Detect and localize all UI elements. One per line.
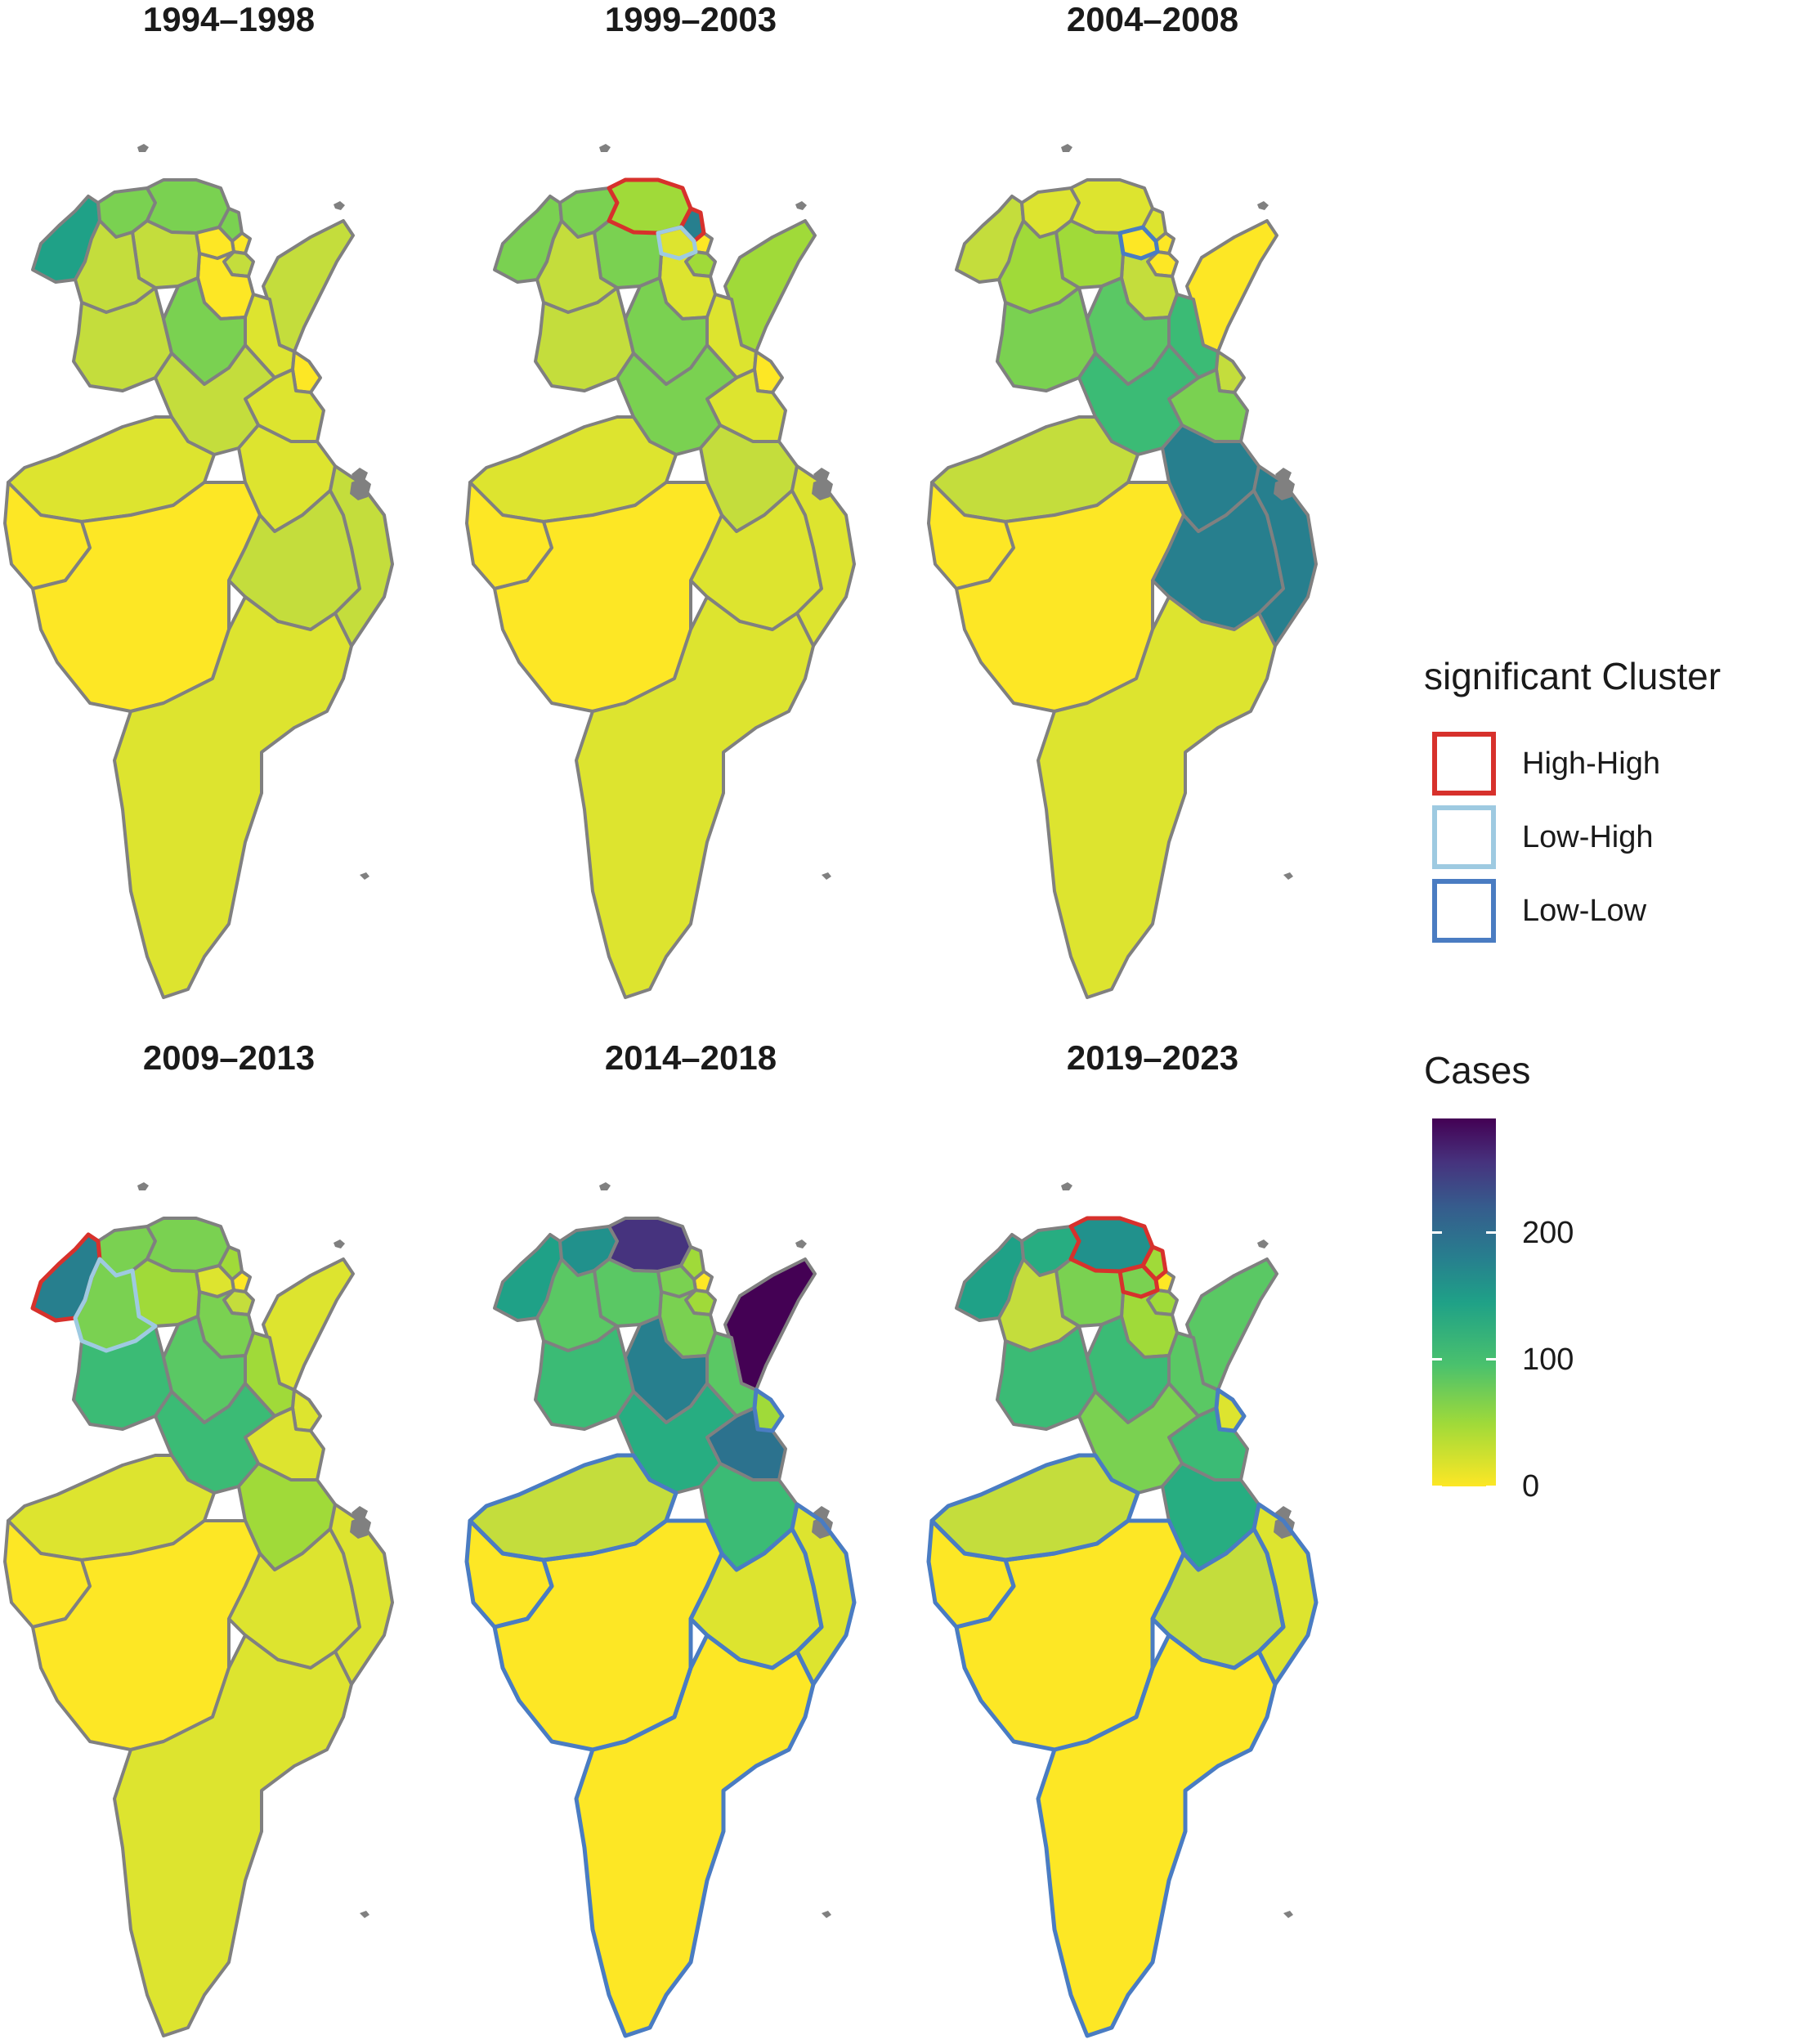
colorbar-tick-mark <box>1486 1231 1496 1235</box>
island-shape <box>351 468 368 482</box>
colorbar-tick-label: 0 <box>1522 1469 1540 1504</box>
legend-key-low-high <box>1432 805 1496 869</box>
cluster-outline-kef <box>73 1257 158 1353</box>
island-shape <box>351 1506 368 1521</box>
island-shape <box>350 477 371 500</box>
island-shape <box>822 872 831 880</box>
panel-title: 2014–2018 <box>604 1038 777 1077</box>
cluster-outline-bizerte <box>607 177 693 235</box>
legend-label-low-high: Low-High <box>1522 820 1654 854</box>
map-panel-2019-2023: 2019–2023 <box>924 1038 1381 2038</box>
island-shape <box>795 1239 807 1248</box>
map-panel-1999-2003: 1999–2003 <box>462 0 920 999</box>
colorbar-tick-mark <box>1432 1485 1442 1488</box>
cluster-outline-manouba <box>1117 1263 1160 1299</box>
map-panel-2004-2008: 2004–2008 <box>924 0 1381 999</box>
tunisia-map <box>3 144 394 999</box>
island-shape <box>1061 144 1072 152</box>
legend-label-high-high: High-High <box>1522 746 1660 781</box>
panel-title: 2004–2008 <box>1066 0 1239 38</box>
island-shape <box>137 1182 149 1190</box>
panel-title: 2019–2023 <box>1066 1038 1239 1077</box>
colorbar-tick-mark <box>1486 1485 1496 1488</box>
colorbar-tick-mark <box>1432 1231 1442 1235</box>
panel-title: 1994–1998 <box>142 0 316 38</box>
tunisia-map <box>3 1182 394 2037</box>
panel-title: 2009–2013 <box>142 1038 316 1077</box>
island-shape <box>334 201 345 210</box>
cluster-outline-tataouine <box>1036 1633 1278 2038</box>
island-shape <box>137 144 149 152</box>
island-shape <box>1257 201 1269 210</box>
governorate-tataouine <box>1037 595 1277 999</box>
island-shape <box>360 1911 369 1918</box>
colorbar-tick-mark <box>1486 1358 1496 1361</box>
legend-key-high-high <box>1432 732 1496 796</box>
tunisia-map <box>926 1182 1319 2038</box>
island-shape <box>1274 477 1295 500</box>
colorbar-tick-mark <box>1432 1358 1442 1361</box>
island-shape <box>1061 1182 1072 1190</box>
cluster-outline-manouba <box>1117 225 1160 261</box>
island-shape <box>1283 872 1293 880</box>
cluster-outline-manouba <box>656 225 698 261</box>
island-shape <box>1283 1911 1293 1918</box>
island-shape <box>599 1182 611 1190</box>
map-panel-2014-2018: 2014–2018 <box>462 1038 920 2038</box>
cluster-legend-title: significant Cluster <box>1424 655 1722 697</box>
map-panel-1994-1998: 1994–1998 <box>0 0 458 999</box>
cluster-outline-tataouine <box>574 1633 816 2038</box>
colorbar-tick-label: 200 <box>1522 1215 1574 1250</box>
tunisia-map <box>465 144 856 999</box>
map-panel-2009-2013: 2009–2013 <box>0 1038 458 2037</box>
tunisia-map <box>464 1182 857 2038</box>
island-shape <box>812 477 833 500</box>
governorate-tataouine <box>575 595 815 999</box>
island-shape <box>812 1516 833 1539</box>
governorate-tataouine <box>113 1634 353 2037</box>
island-shape <box>813 468 830 482</box>
panel-title: 1999–2003 <box>604 0 777 38</box>
island-shape <box>334 1239 345 1248</box>
island-shape <box>360 872 369 880</box>
colorbar-tick-label: 100 <box>1522 1342 1574 1377</box>
island-shape <box>1257 1239 1269 1248</box>
island-shape <box>795 201 807 210</box>
cases-colorbar <box>1432 1118 1496 1486</box>
cluster-outline-monastir <box>1214 1387 1247 1433</box>
cluster-outline-medenine <box>1251 1502 1319 1687</box>
island-shape <box>350 1516 371 1539</box>
governorate-tataouine <box>113 595 353 999</box>
legend-key-low-low <box>1432 879 1496 943</box>
legend-label-low-low: Low-Low <box>1522 894 1647 928</box>
cluster-outline-medenine <box>790 1502 857 1687</box>
island-shape <box>599 144 611 152</box>
island-shape <box>1274 1516 1295 1539</box>
island-shape <box>822 1911 831 1918</box>
cluster-outline-monastir <box>752 1387 785 1433</box>
cluster-outline-bizerte <box>1068 1216 1155 1274</box>
cases-legend-title: Cases <box>1424 1049 1531 1091</box>
island-shape <box>1275 468 1292 482</box>
tunisia-map <box>927 144 1318 999</box>
